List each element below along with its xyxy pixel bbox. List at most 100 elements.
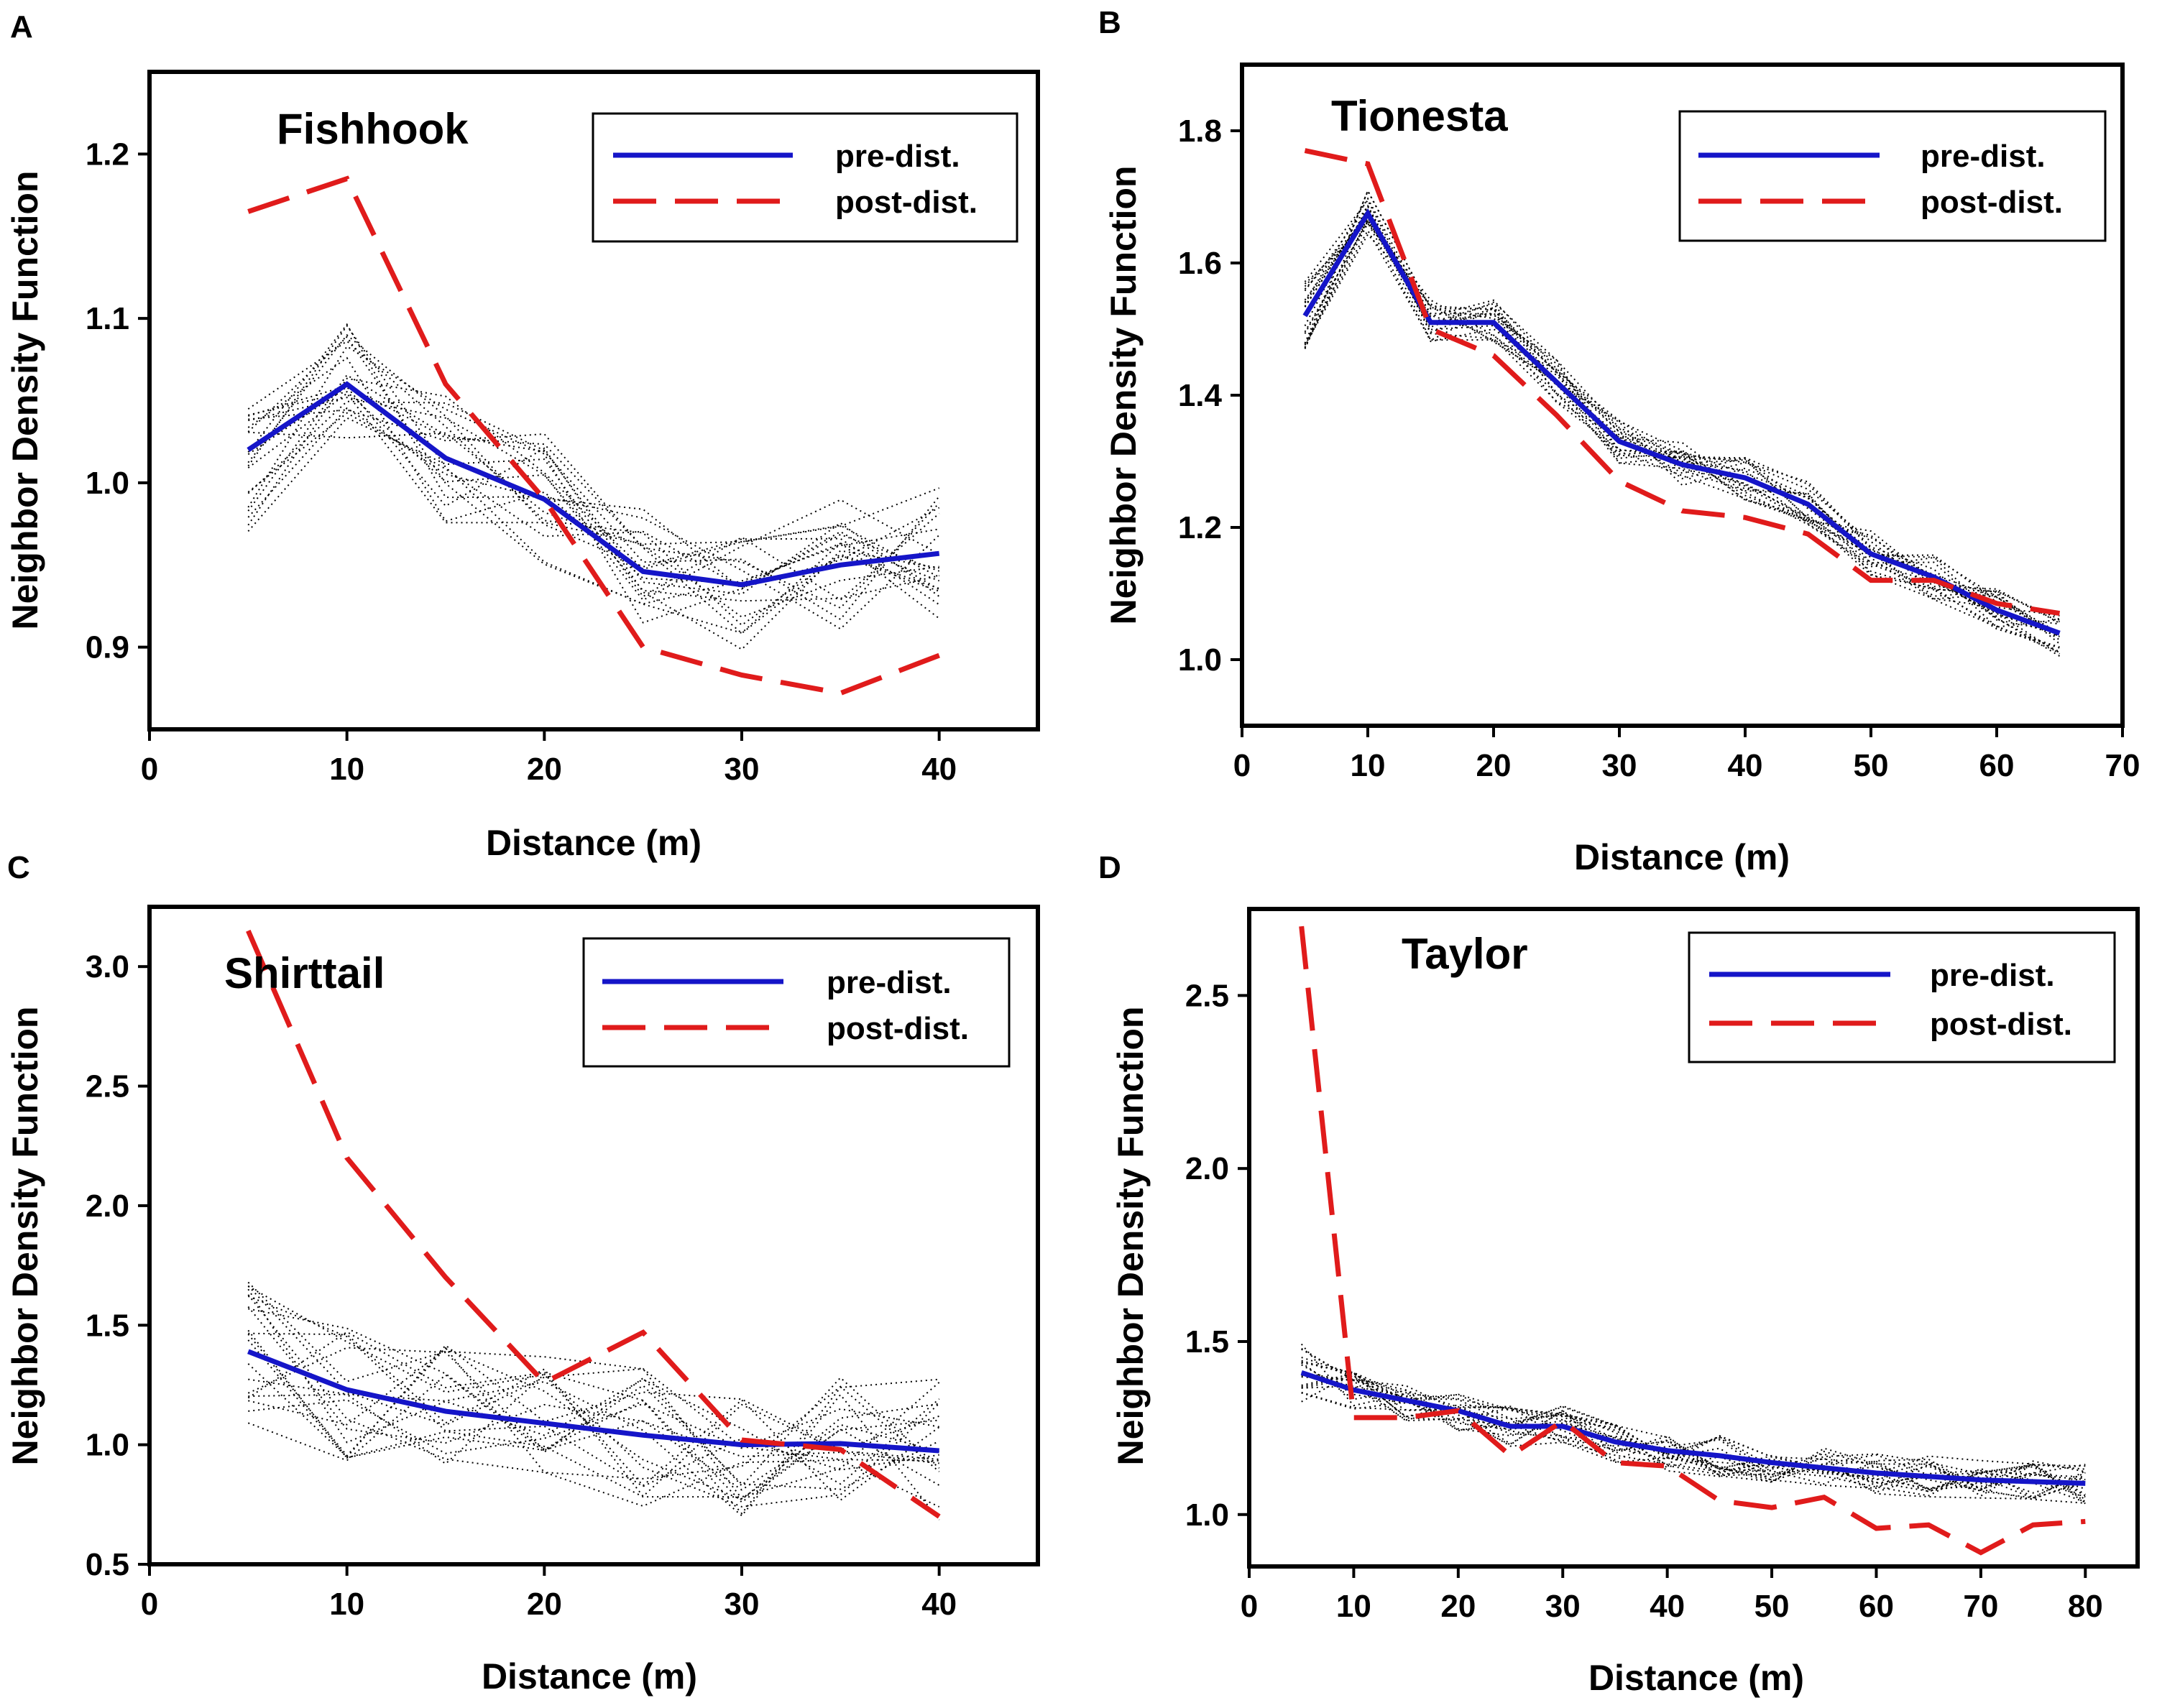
y-tick-label-b: 1.6 bbox=[1178, 246, 1222, 281]
legend-b: pre-dist. post-dist. bbox=[1678, 110, 2107, 242]
simulation-line-a bbox=[247, 400, 940, 597]
x-tick-label-a: 20 bbox=[527, 752, 562, 787]
simulation-line-b bbox=[1304, 215, 2061, 638]
legend-box-d bbox=[1688, 931, 2116, 1063]
y-tick-label-c: 1.5 bbox=[86, 1308, 129, 1343]
post-dist-line-a bbox=[247, 175, 940, 696]
x-tick-label-d: 70 bbox=[1963, 1589, 1998, 1624]
ticks-b: 0 10 20 30 40 50 60 70 1.0 1.2 1.4 1.6 1.8 bbox=[1178, 114, 2140, 783]
legend-label-pre-a: pre-dist. bbox=[835, 139, 960, 174]
simulation-line-a bbox=[247, 336, 939, 605]
simulation-line-c bbox=[247, 1339, 940, 1490]
simulation-line-a bbox=[247, 374, 940, 621]
y-tick-label-d: 2.5 bbox=[1185, 978, 1229, 1013]
y-tick-label-c: 0.5 bbox=[86, 1547, 129, 1582]
panel-a: A 0 10 20 30 40 0.9 1.0 1.1 1.2 Fishhook pre-dis… bbox=[5, 9, 1040, 863]
simulation-line-b bbox=[1304, 211, 2060, 625]
y-tick-label-a: 0.9 bbox=[86, 630, 129, 665]
x-tick-label-b: 0 bbox=[1233, 748, 1251, 783]
x-tick-label-d: 20 bbox=[1440, 1589, 1476, 1624]
simulation-line-d bbox=[1301, 1374, 2086, 1487]
y-tick-label-c: 2.0 bbox=[86, 1188, 129, 1224]
panel-c: C 0 10 20 30 400.51.01.52.02.53.0 Shirttail … bbox=[5, 850, 1040, 1697]
x-tick-label-b: 50 bbox=[1854, 748, 1889, 783]
legend-box-b bbox=[1678, 110, 2107, 242]
y-tick-label-a: 1.1 bbox=[86, 301, 129, 336]
y-tick-label-c: 2.5 bbox=[86, 1069, 129, 1104]
x-tick-label-c: 40 bbox=[921, 1587, 957, 1622]
simulation-line-c bbox=[247, 1334, 940, 1508]
x-tick-label-a: 40 bbox=[921, 752, 957, 787]
simulation-line-a bbox=[247, 324, 940, 634]
simulation-line-b bbox=[1304, 228, 2060, 653]
simulation-line-c bbox=[247, 1306, 939, 1464]
pre-dist-line-d bbox=[1300, 1370, 2086, 1486]
panel-letter-b: B bbox=[1098, 5, 1121, 40]
simulation-line-a bbox=[247, 417, 940, 601]
legend-label-post-d: post-dist. bbox=[1930, 1007, 2072, 1042]
simulation-line-a bbox=[247, 407, 940, 591]
simulation-line-c bbox=[248, 1347, 939, 1500]
pre-dist-line-c bbox=[247, 1349, 939, 1454]
x-tick-label-d: 30 bbox=[1545, 1589, 1581, 1624]
y-tick-label-d: 1.5 bbox=[1185, 1324, 1229, 1360]
plot-frame-d bbox=[1247, 907, 2140, 1569]
simulation-line-b bbox=[1304, 218, 2060, 633]
legend-box-a bbox=[592, 112, 1018, 243]
y-tick-label-c: 3.0 bbox=[86, 949, 129, 984]
y-tick-label-a: 1.0 bbox=[86, 466, 129, 501]
y-axis-label-c: Neighbor Density Function bbox=[5, 1007, 45, 1466]
pre-dist-line-a bbox=[247, 381, 940, 588]
x-tick-label-b: 60 bbox=[1979, 748, 2015, 783]
y-tick-label-b: 1.4 bbox=[1178, 378, 1223, 413]
x-tick-label-d: 80 bbox=[2068, 1589, 2103, 1624]
ticks-c: 0 10 20 30 40 0.5 1.0 1.5 2.0 2.5 3.0 bbox=[86, 949, 957, 1622]
legend-label-pre-d: pre-dist. bbox=[1930, 958, 2055, 993]
simulation-line-a bbox=[247, 333, 940, 606]
simulation-line-c bbox=[247, 1329, 940, 1498]
x-axis-label-a: Distance (m) bbox=[486, 823, 702, 863]
x-tick-label-d: 50 bbox=[1754, 1589, 1790, 1624]
x-tick-label-b: 40 bbox=[1728, 748, 1763, 783]
legend-label-post-a: post-dist. bbox=[835, 185, 978, 220]
x-axis-label-c: Distance (m) bbox=[482, 1656, 697, 1697]
legend-label-pre-c: pre-dist. bbox=[827, 965, 952, 1000]
x-tick-label-c: 0 bbox=[141, 1587, 158, 1622]
post-dist-line-d bbox=[1299, 925, 2086, 1556]
ticks-a: 0 10 20 30 40 0.9 1.0 1.1 1.2 bbox=[86, 137, 957, 787]
panel-b: B 0 10 20 30 40 50 60 70 1.0 1.2 1.4 1.6 1.8 Tionest… bbox=[1098, 5, 2140, 877]
simulation-line-c bbox=[247, 1294, 940, 1480]
simulation-line-a bbox=[247, 340, 940, 627]
x-tick-label-d: 10 bbox=[1336, 1589, 1371, 1624]
x-tick-label-b: 10 bbox=[1351, 748, 1386, 783]
simulation-line-c bbox=[247, 1347, 939, 1491]
simulation-line-b bbox=[1304, 205, 2060, 649]
y-tick-label-d: 1.0 bbox=[1185, 1497, 1229, 1533]
x-tick-label-c: 30 bbox=[725, 1587, 760, 1622]
y-axis-label-d: Neighbor Density Function bbox=[1110, 1007, 1151, 1466]
x-tick-label-c: 10 bbox=[329, 1587, 364, 1622]
post-dist-line-c bbox=[246, 929, 941, 1519]
simulation-line-c bbox=[247, 1331, 939, 1515]
legend-a: pre-dist. post-dist. bbox=[592, 112, 1018, 243]
x-axis-label-d: Distance (m) bbox=[1588, 1658, 1804, 1698]
simulation-line-b bbox=[1304, 220, 2060, 653]
y-tick-label-b: 1.2 bbox=[1178, 510, 1222, 545]
simulation-line-c bbox=[247, 1285, 939, 1462]
panel-letter-c: C bbox=[7, 850, 30, 885]
legend-label-post-b: post-dist. bbox=[1921, 185, 2063, 220]
simulation-line-d bbox=[1301, 1391, 2086, 1492]
legend-label-pre-b: pre-dist. bbox=[1921, 139, 2046, 174]
simulation-line-a bbox=[248, 409, 940, 609]
simulation-line-d bbox=[1301, 1357, 2086, 1500]
simulation-line-d bbox=[1301, 1364, 2086, 1492]
y-tick-label-d: 2.0 bbox=[1185, 1151, 1229, 1186]
x-axis-label-b: Distance (m) bbox=[1574, 837, 1790, 877]
plot-frame-c bbox=[147, 905, 1040, 1566]
simulation-line-c bbox=[247, 1374, 940, 1487]
plot-frame-a bbox=[147, 70, 1040, 731]
x-tick-label-a: 30 bbox=[725, 752, 760, 787]
x-tick-label-b: 70 bbox=[2105, 748, 2140, 783]
post-dist-line-b bbox=[1304, 148, 2061, 617]
x-tick-label-a: 0 bbox=[141, 752, 158, 787]
